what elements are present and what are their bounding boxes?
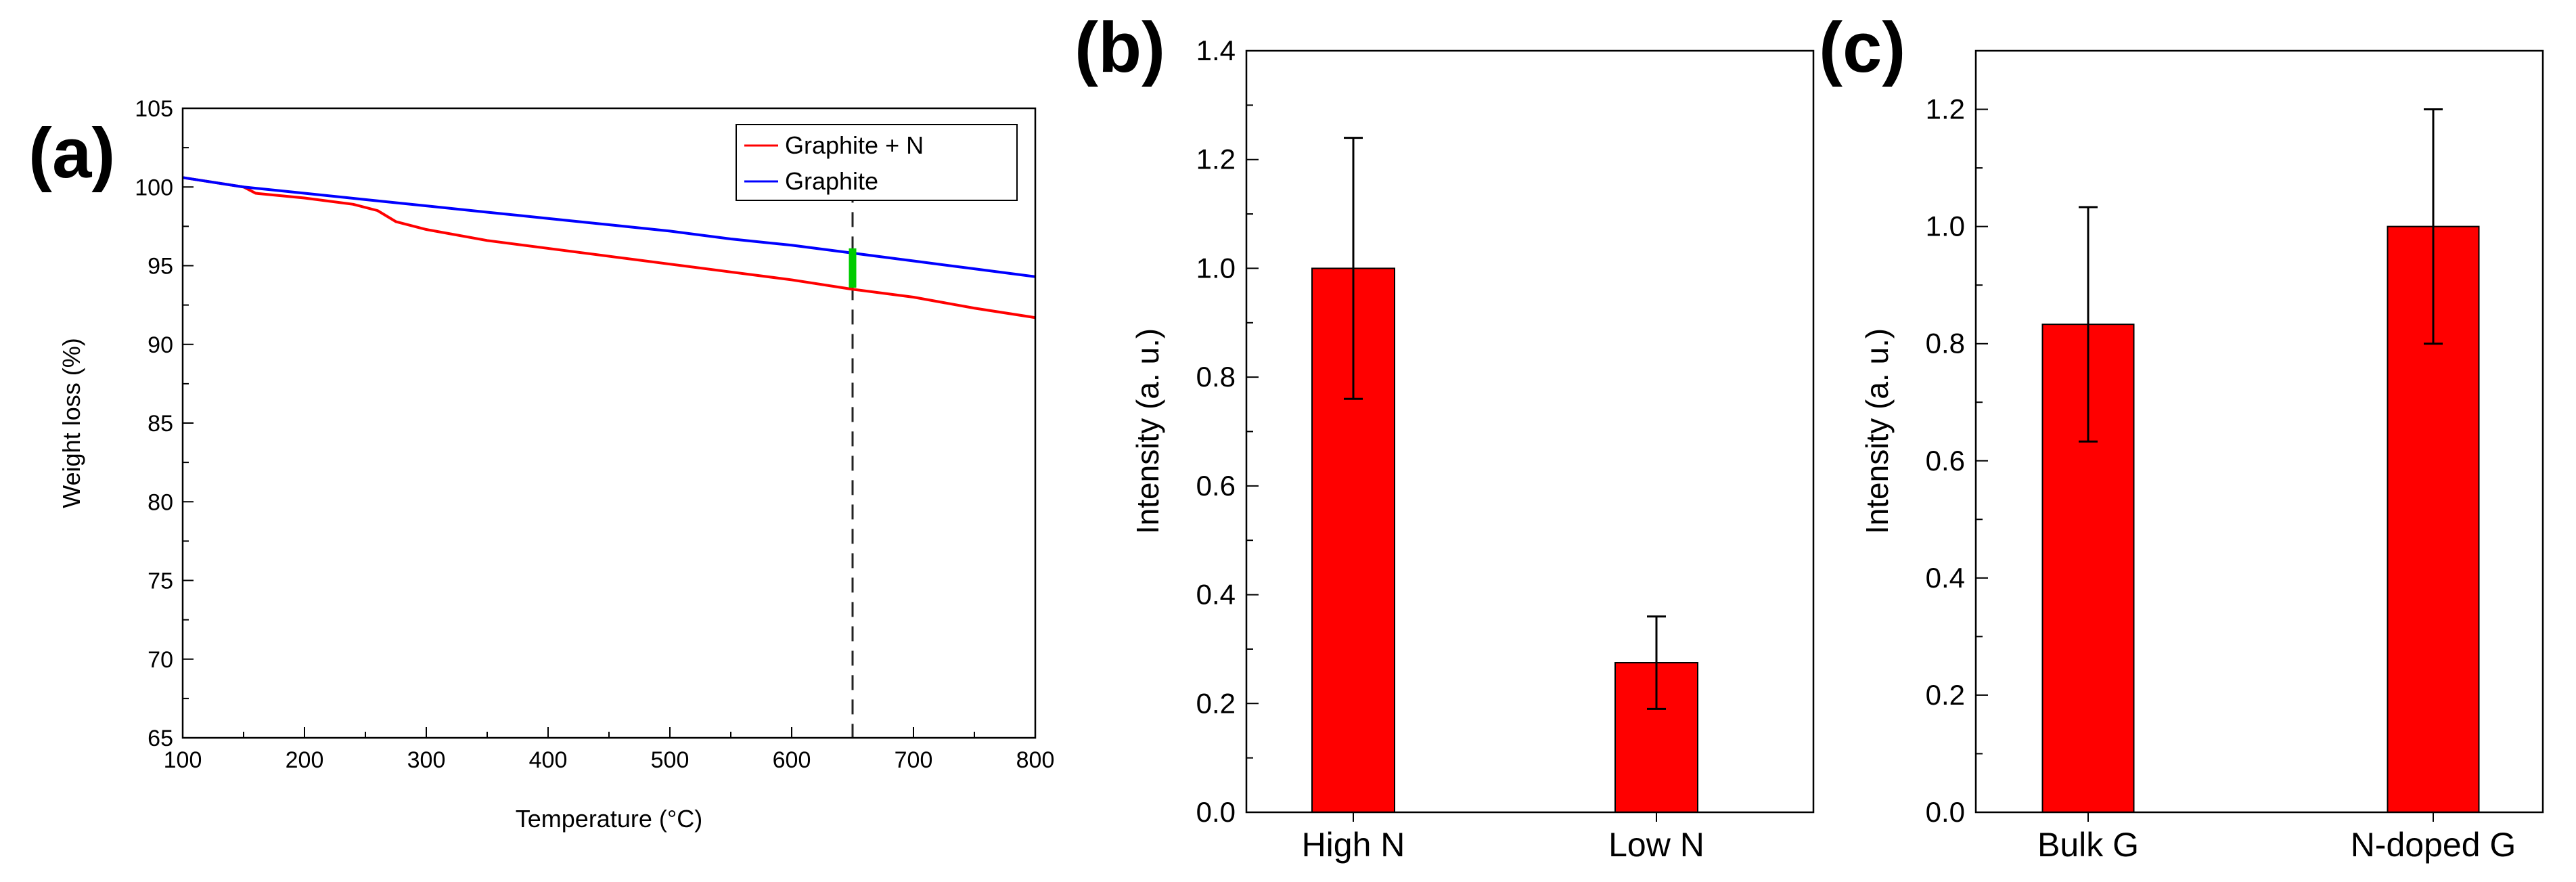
y-tick-label: 1.2 <box>1926 93 1965 125</box>
panel-a-ylabel: Weight loss (%) <box>58 338 85 508</box>
legend-label-graphite-n: Graphite + N <box>785 131 924 159</box>
series-line-graphite-n <box>182 176 1036 319</box>
panel-a-marks <box>182 163 1036 738</box>
category-label: High N <box>1302 826 1405 864</box>
y-tick-label: 1.0 <box>1196 252 1236 284</box>
y-tick-label: 100 <box>135 175 173 200</box>
panel-a-xlabel: Temperature (°C) <box>516 805 702 833</box>
panel-c-ylabel: Intensity (a. u.) <box>1859 328 1895 534</box>
panel-a-frame <box>181 107 1037 739</box>
y-tick-label: 0.2 <box>1926 679 1965 711</box>
series-line-graphite <box>182 176 1036 278</box>
y-tick-label: 80 <box>148 489 173 515</box>
panel-a: (a) 100 200 300 400 500 600 700 800 65 70 75 80 85 90… <box>28 96 1054 833</box>
legend-box <box>736 124 1018 201</box>
y-tick-label: 0.4 <box>1196 579 1236 611</box>
panel-a-ticks: 100 200 300 400 500 600 700 800 65 70 75 80 85 90 95 10… <box>135 96 1054 773</box>
y-tick-label: 1.0 <box>1926 211 1965 242</box>
y-tick-label: 85 <box>148 411 173 437</box>
y-tick-label: 0.6 <box>1196 470 1236 502</box>
panel-c-letter: (c) <box>1819 8 1905 87</box>
y-tick-label: 95 <box>148 254 173 280</box>
y-tick-label: 0.6 <box>1926 445 1965 477</box>
y-tick-label: 0.8 <box>1196 361 1236 393</box>
y-tick-label: 90 <box>148 332 173 358</box>
panel-a-legend: Graphite + N Graphite <box>736 124 1018 201</box>
x-tick-label: 400 <box>529 747 568 773</box>
y-tick-label: 1.4 <box>1196 35 1236 66</box>
x-tick-label: 100 <box>164 747 202 773</box>
panel-b-marks: 0.0 0.2 0.4 0.6 0.8 1.0 1.2 1.4 High N Low N <box>1196 35 1704 864</box>
panel-c-frame <box>1974 49 2544 814</box>
panel-a-letter: (a) <box>28 114 115 193</box>
category-label: N-doped G <box>2351 826 2516 864</box>
y-tick-label: 0.4 <box>1926 562 1965 594</box>
y-tick-label: 0.0 <box>1926 796 1965 828</box>
y-tick-label: 0.0 <box>1196 796 1236 828</box>
panel-b-frame <box>1245 49 1815 814</box>
y-tick-label: 105 <box>135 96 173 122</box>
panel-b-letter: (b) <box>1075 8 1165 87</box>
x-tick-label: 600 <box>773 747 811 773</box>
x-tick-label: 200 <box>286 747 324 773</box>
x-tick-label: 500 <box>651 747 690 773</box>
panel-c: (c) 0.0 0.2 0.4 0.6 0.8 1.0 1.2 Bulk G N-doped G… <box>1819 8 2544 864</box>
panel-c-marks: 0.0 0.2 0.4 0.6 0.8 1.0 1.2 Bulk G N-doped G <box>1926 93 2516 864</box>
x-tick-label: 700 <box>895 747 933 773</box>
panel-b-ylabel: Intensity (a. u.) <box>1130 328 1165 534</box>
legend-label-graphite: Graphite <box>785 167 878 195</box>
category-label: Bulk G <box>2037 826 2139 864</box>
y-tick-label: 65 <box>148 726 173 751</box>
y-tick-label: 0.2 <box>1196 687 1236 719</box>
y-tick-label: 0.8 <box>1926 328 1965 359</box>
y-tick-label: 1.2 <box>1196 144 1236 175</box>
y-tick-label: 70 <box>148 647 173 673</box>
category-label: Low N <box>1608 826 1704 864</box>
x-tick-label: 300 <box>407 747 446 773</box>
x-tick-label: 800 <box>1016 747 1055 773</box>
y-tick-label: 75 <box>148 569 173 594</box>
